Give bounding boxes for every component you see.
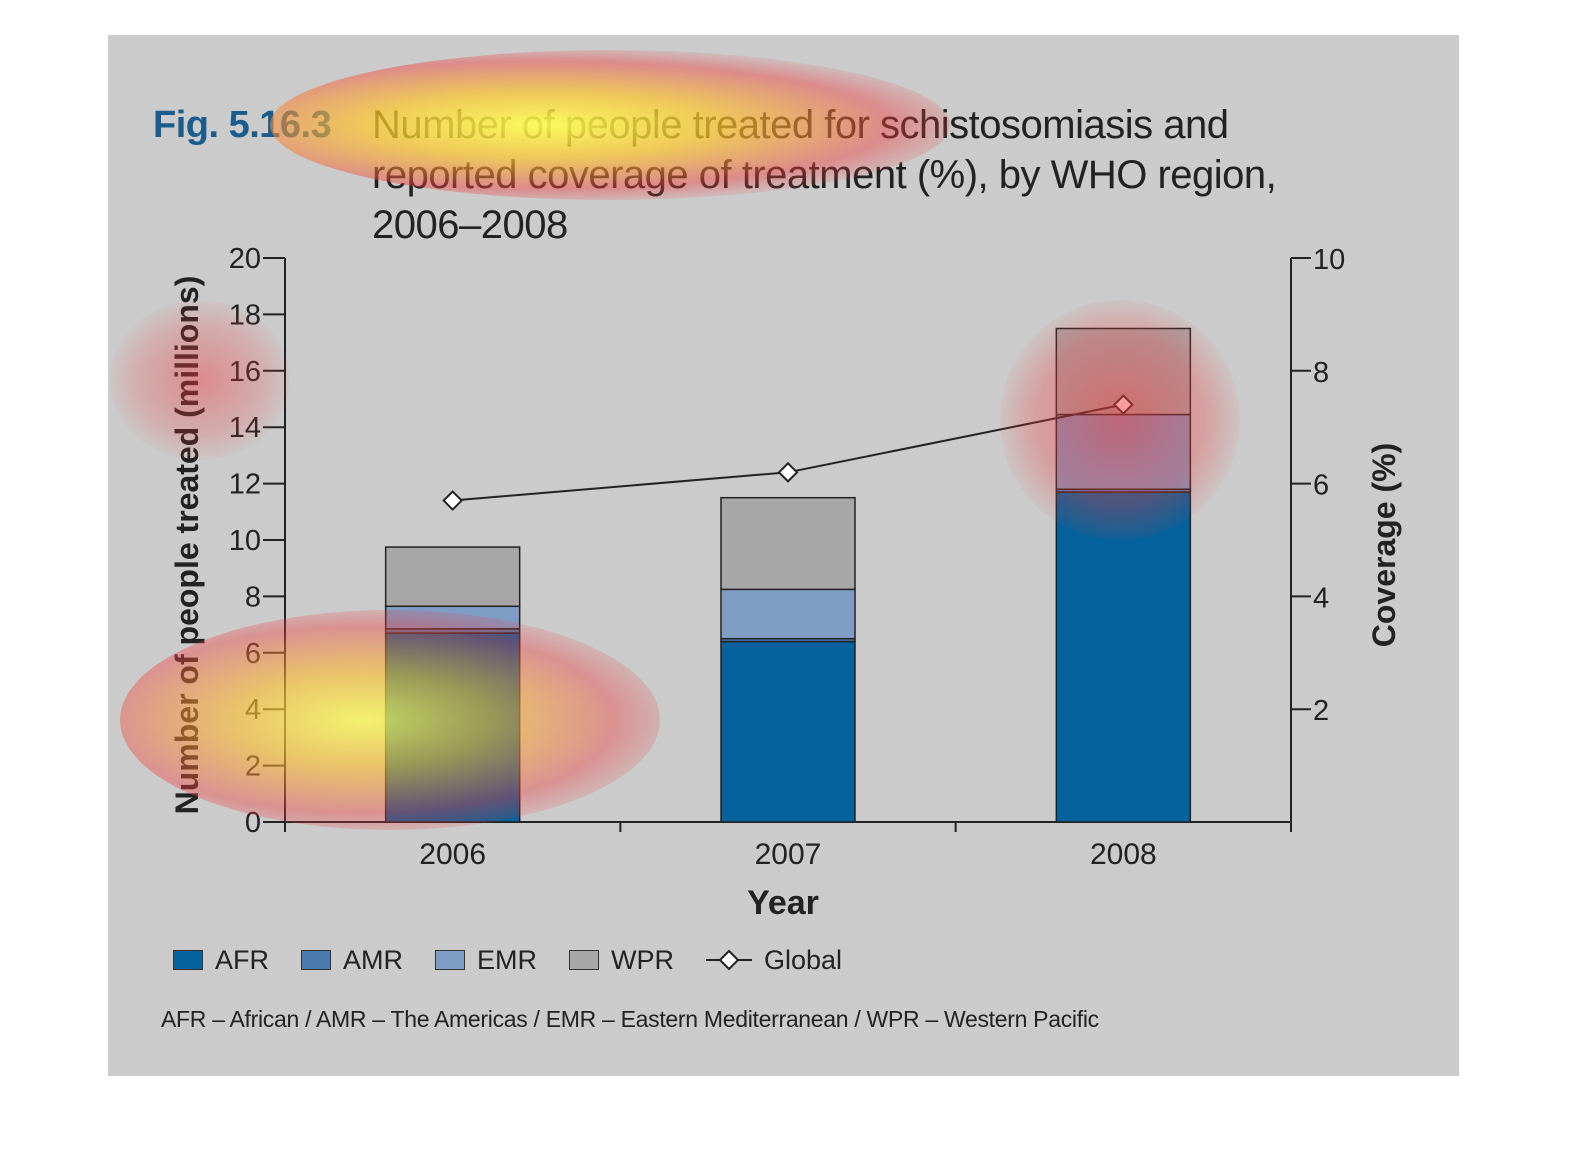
y-tick-label-left: 8 (245, 581, 261, 613)
marker-global-2007 (777, 461, 799, 483)
y-tick-label-left: 20 (229, 243, 261, 275)
legend-label: EMR (477, 944, 537, 975)
x-tick-label: 2008 (1090, 838, 1157, 871)
y-tick-label-left: 10 (229, 525, 261, 557)
y-tick-label-left: 14 (229, 412, 261, 444)
marker-global-2006 (442, 490, 464, 511)
y-tick-label-left: 4 (245, 694, 261, 726)
legend-label: AMR (343, 944, 403, 975)
y-tick-label-left: 12 (229, 469, 261, 501)
bar-wpr-2007 (720, 496, 856, 591)
legend-item-global: Global (706, 945, 842, 976)
legend: AFR AMR EMR WPR Global (173, 942, 874, 978)
bar-afr-2007 (720, 640, 856, 823)
legend-label: Global (764, 944, 843, 975)
bar-wpr-2006 (384, 546, 521, 608)
y-tick-label-right: 2 (1313, 695, 1329, 727)
x-tick-label: 2006 (419, 838, 486, 871)
y-axis-title-left: Number of people treated (millions) (169, 276, 205, 815)
legend-label: AFR (215, 944, 269, 975)
bar-afr-2008 (1055, 491, 1192, 823)
legend-item-wpr: WPR (569, 945, 674, 976)
x-tick-label: 2007 (755, 838, 822, 871)
y-tick-label-right: 8 (1313, 357, 1329, 389)
y-tick-label-left: 18 (229, 299, 261, 331)
legend-swatch-wpr (569, 950, 599, 970)
bar-afr-2006 (384, 632, 521, 823)
legend-item-emr: EMR (435, 945, 537, 976)
line-series-global (452, 403, 1124, 502)
legend-label: WPR (611, 944, 674, 975)
y-tick-label-left: 2 (245, 751, 261, 783)
y-tick-label-right: 10 (1313, 244, 1345, 276)
bar-emr-2007 (720, 588, 856, 640)
legend-swatch-emr (435, 950, 465, 970)
legend-line-diamond-icon (706, 949, 752, 971)
y-tick-label-right: 4 (1313, 582, 1329, 614)
bar-emr-2008 (1055, 413, 1192, 490)
footnote: AFR – African / AMR – The Americas / EMR… (161, 1006, 1099, 1032)
legend-item-amr: AMR (301, 945, 403, 976)
legend-swatch-afr (173, 950, 203, 970)
legend-item-afr: AFR (173, 945, 269, 976)
y-tick-label-left: 6 (245, 638, 261, 670)
y-tick-label-left: 16 (229, 356, 261, 388)
legend-swatch-amr (301, 950, 331, 970)
y-tick-label-left: 0 (245, 807, 261, 839)
y-tick-label-right: 6 (1313, 470, 1329, 502)
x-axis-title: Year (747, 884, 819, 922)
y-axis-title-right: Coverage (%) (1366, 443, 1402, 648)
bar-emr-2006 (384, 605, 521, 630)
